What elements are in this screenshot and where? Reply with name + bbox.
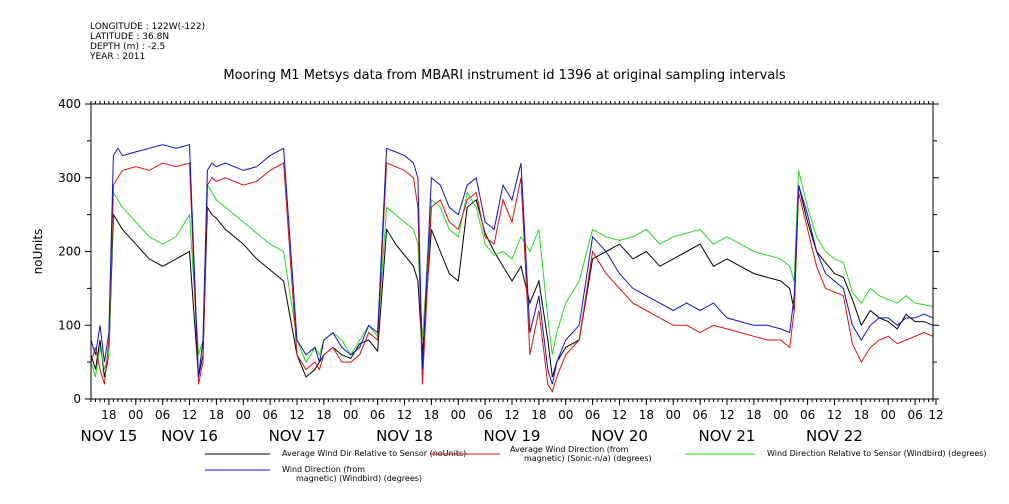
legend-label-3: Wind Direction Relative to Sensor (Windb…: [767, 449, 987, 458]
x-tick-label: 00: [881, 408, 896, 422]
legend-label-2: Average Wind Direction (from: [510, 445, 629, 454]
plot-frame: [90, 103, 934, 400]
header-year: YEAR : 2011: [90, 52, 146, 62]
x-day-label: NOV 17: [269, 427, 326, 445]
x-day-label: NOV 16: [161, 427, 218, 445]
x-tick-label: 18: [316, 408, 331, 422]
x-tick-label: 18: [639, 408, 654, 422]
x-tick-label: 18: [854, 408, 869, 422]
x-tick-label: 18: [101, 408, 116, 422]
series-line-2: [90, 162, 934, 393]
x-tick-label: 00: [773, 408, 788, 422]
legend-label-1: Average Wind Dir Relative to Sensor (noU…: [282, 449, 466, 458]
series-line-1: [90, 184, 934, 378]
x-tick-label: 12: [504, 408, 519, 422]
x-tick-label: 06: [907, 408, 922, 422]
x-day-label: NOV 21: [699, 427, 756, 445]
x-tick-label: 06: [585, 408, 600, 422]
x-tick-label: 12: [928, 408, 943, 422]
legend-label-4: magnetic) (Windbird) (degrees): [296, 474, 422, 483]
series-line-4: [90, 143, 934, 385]
x-tick-label: 00: [451, 408, 466, 422]
x-tick-label: 18: [209, 408, 224, 422]
legend-label-4: Wind Direction (from: [282, 465, 365, 474]
x-tick-label: 18: [746, 408, 761, 422]
header-longitude: LONGITUDE : 122W(-122): [90, 22, 206, 32]
y-tick-label: 400: [58, 97, 81, 111]
x-tick-label: 12: [182, 408, 197, 422]
x-tick-label: 12: [397, 408, 412, 422]
y-tick-label: 200: [58, 245, 81, 259]
x-tick-label: 00: [236, 408, 251, 422]
x-tick-label: 18: [531, 408, 546, 422]
legend-label-2: magnetic) (Sonic-n/a) (degrees): [524, 454, 652, 463]
x-tick-label: 06: [155, 408, 170, 422]
x-tick-label: 12: [719, 408, 734, 422]
x-day-label: NOV 15: [80, 427, 137, 445]
x-tick-label: 00: [343, 408, 358, 422]
chart-title: Mooring M1 Metsys data from MBARI instru…: [223, 68, 786, 83]
x-tick-label: 00: [128, 408, 143, 422]
metadata-header: LONGITUDE : 122W(-122) LATITUDE : 36.8N …: [90, 22, 205, 62]
y-axis-label: noUnits: [31, 229, 45, 275]
header-latitude: LATITUDE : 36.8N: [90, 32, 170, 42]
x-day-label: NOV 18: [376, 427, 433, 445]
x-tick-label: 06: [692, 408, 707, 422]
x-tick-label: 12: [612, 408, 627, 422]
y-tick-label: 100: [58, 318, 81, 332]
x-tick-label: 12: [289, 408, 304, 422]
y-tick-label: 0: [73, 392, 81, 406]
x-tick-label: 12: [827, 408, 842, 422]
x-day-label: NOV 19: [484, 427, 541, 445]
series-line-3: [90, 170, 934, 378]
x-tick-label: 06: [477, 408, 492, 422]
x-tick-label: 00: [558, 408, 573, 422]
x-day-label: NOV 20: [591, 427, 648, 445]
x-tick-label: 06: [370, 408, 385, 422]
x-tick-label: 06: [263, 408, 278, 422]
header-depth: DEPTH (m) : -2.5: [90, 42, 166, 52]
x-tick-label: 00: [666, 408, 681, 422]
x-day-label: NOV 22: [806, 427, 863, 445]
y-tick-label: 300: [58, 171, 81, 185]
x-tick-label: 06: [800, 408, 815, 422]
x-tick-label: 18: [424, 408, 439, 422]
